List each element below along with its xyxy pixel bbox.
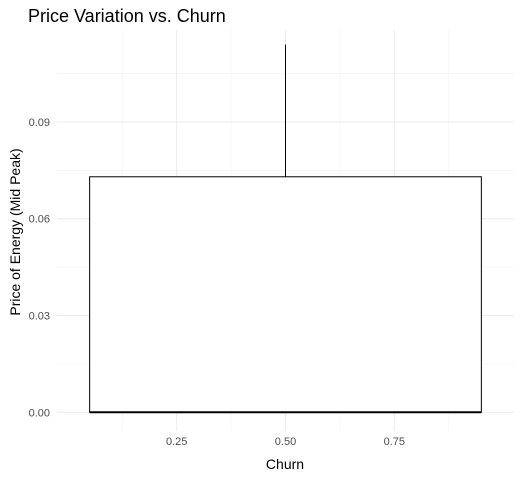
boxes-layer	[89, 44, 482, 414]
plot-area	[57, 30, 514, 431]
y-tick-label: 0.03	[29, 311, 50, 323]
y-tick-label: 0.09	[29, 117, 50, 129]
x-axis-title: Churn	[266, 456, 304, 472]
x-tick-label: 0.25	[166, 436, 187, 448]
chart-title: Price Variation vs. Churn	[28, 6, 226, 26]
y-axis-title: Price of Energy (Mid Peak)	[7, 148, 23, 315]
x-axis-tick-labels: 0.25 0.50 0.75	[166, 436, 405, 448]
y-tick-label: 0.06	[29, 214, 50, 226]
box-iqr	[89, 176, 482, 413]
y-axis-tick-labels: 0.00 0.03 0.06 0.09	[29, 117, 50, 419]
y-tick-label: 0.00	[29, 407, 50, 419]
x-tick-label: 0.75	[384, 436, 405, 448]
x-tick-label: 0.50	[275, 436, 296, 448]
